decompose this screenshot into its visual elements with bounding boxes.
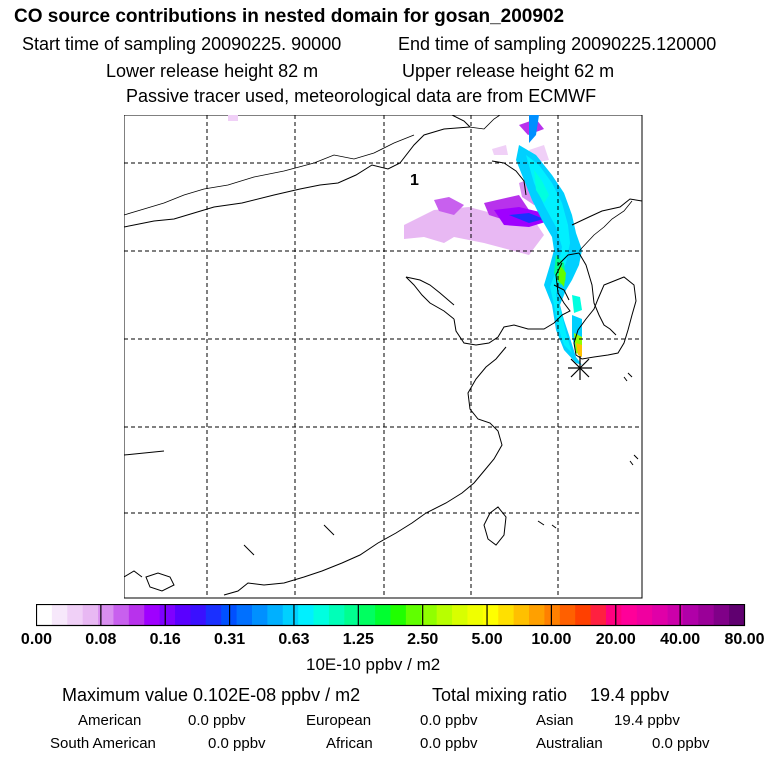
- colorbar-cell: [175, 604, 191, 626]
- colorbar-cell: [251, 604, 268, 626]
- colorbar-cell: [236, 604, 253, 626]
- colorbar-cell: [113, 604, 130, 626]
- colorbar-cell: [729, 604, 745, 626]
- australian-label: Australian: [536, 735, 603, 752]
- region-label: 1: [410, 172, 419, 189]
- colorbar-cell: [682, 604, 699, 626]
- colorbar: [36, 604, 746, 627]
- colorbar-tick-label: 0.00: [20, 631, 53, 648]
- end-time: End time of sampling 20090225.120000: [398, 34, 717, 54]
- lower-release-height: Lower release height 82 m: [106, 61, 319, 81]
- colorbar-cell: [82, 604, 99, 626]
- colorbar-tick-label: 1.25: [342, 631, 374, 648]
- colorbar-cell: [344, 604, 361, 626]
- european-value: 0.0 ppbv: [420, 712, 478, 729]
- colorbar-tick-label: 0.31: [214, 631, 246, 648]
- colorbar-cell: [559, 604, 576, 626]
- lat-lon-grid: [124, 115, 642, 598]
- colorbar-cell: [605, 604, 622, 626]
- colorbar-cell: [636, 604, 653, 626]
- african-value: 0.0 ppbv: [420, 735, 478, 752]
- colorbar-cell: [452, 604, 468, 626]
- coastlines: [124, 115, 643, 596]
- country-borders: [124, 115, 633, 251]
- colorbar-cell: [421, 604, 438, 626]
- colorbar-cell: [36, 604, 53, 626]
- colorbar-cell: [390, 604, 407, 626]
- colorbar-cell: [128, 604, 145, 626]
- upper-release-height: Upper release height 62 m: [402, 61, 615, 81]
- colorbar-tick-label: 0.63: [278, 631, 310, 648]
- european-label: European: [306, 712, 372, 729]
- colorbar-cell: [498, 604, 515, 626]
- colorbar-cell: [621, 604, 638, 626]
- receptor-star-icon: [568, 356, 592, 380]
- colorbar-tick-label: 0.16: [149, 631, 181, 648]
- colorbar-cell: [544, 604, 561, 626]
- colorbar-cell: [375, 604, 391, 626]
- colorbar-cell: [190, 604, 207, 626]
- colorbar-tick-label: 20.00: [595, 631, 636, 648]
- total-mixing-value: 19.4 ppbv: [590, 685, 670, 705]
- max-value: Maximum value 0.102E-08 ppbv / m2: [62, 685, 361, 705]
- colorbar-cell: [282, 604, 299, 626]
- colorbar-tick-label: 10.00: [531, 631, 572, 648]
- colorbar-cell: [405, 604, 422, 626]
- south-american-value: 0.0 ppbv: [208, 735, 266, 752]
- colorbar-cell: [529, 604, 545, 626]
- start-time: Start time of sampling 20090225. 90000: [22, 34, 342, 54]
- asian-label: Asian: [536, 712, 574, 729]
- south-american-label: South American: [50, 735, 156, 752]
- colorbar-cell: [667, 604, 684, 626]
- colorbar-cell: [652, 604, 668, 626]
- colorbar-cell: [328, 604, 345, 626]
- colorbar-tick-label: 0.08: [85, 631, 117, 648]
- plot-title: CO source contributions in nested domain…: [14, 6, 565, 27]
- colorbar-cell: [267, 604, 284, 626]
- american-value: 0.0 ppbv: [188, 712, 246, 729]
- colorbar-cell: [575, 604, 591, 626]
- colorbar-cell: [159, 604, 176, 626]
- map-frame: [124, 115, 643, 599]
- colorbar-cell: [713, 604, 730, 626]
- colorbar-tick-label: 40.00: [660, 631, 701, 648]
- colorbar-cell: [67, 604, 84, 626]
- asian-value: 19.4 ppbv: [614, 712, 680, 729]
- colorbar-cell: [298, 604, 314, 626]
- colorbar-cell: [51, 604, 68, 626]
- colorbar-cell: [313, 604, 330, 626]
- colorbar-cell: [698, 604, 715, 626]
- colorbar-tick-label: 80.00: [724, 631, 765, 648]
- total-mixing-label: Total mixing ratio: [432, 685, 568, 705]
- australian-value: 0.0 ppbv: [652, 735, 710, 752]
- colorbar-units: 10E-10 ppbv / m2: [306, 655, 441, 674]
- american-label: American: [78, 712, 142, 729]
- colorbar-tick-label: 2.50: [407, 631, 439, 648]
- colorbar-cell: [436, 604, 453, 626]
- african-label: African: [326, 735, 373, 752]
- colorbar-cell: [98, 604, 114, 626]
- colorbar-cell: [359, 604, 376, 626]
- colorbar-cell: [467, 604, 484, 626]
- colorbar-tick-label: 5.00: [471, 631, 503, 648]
- colorbar-cell: [482, 604, 499, 626]
- source-contribution-map: 1: [124, 115, 643, 599]
- tracer-note: Passive tracer used, meteorological data…: [126, 86, 597, 106]
- colorbar-cell: [144, 604, 161, 626]
- colorbar-cell: [205, 604, 222, 626]
- colorbar-cell: [590, 604, 607, 626]
- colorbar-cell: [513, 604, 530, 626]
